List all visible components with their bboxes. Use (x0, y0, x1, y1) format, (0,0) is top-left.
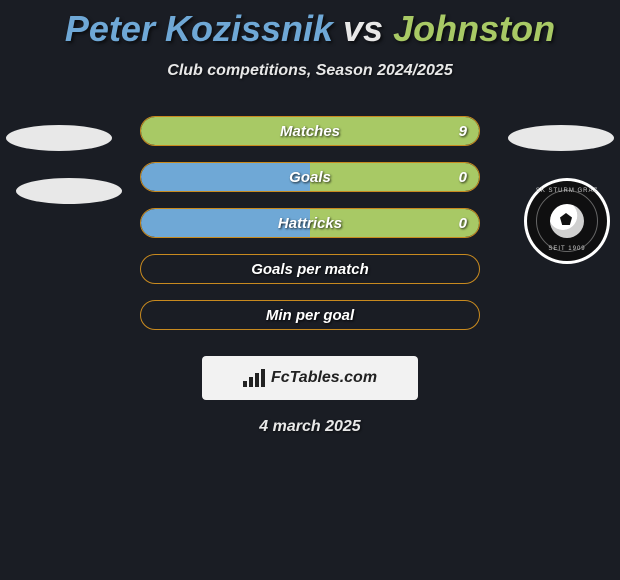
date-text: 4 march 2025 (0, 418, 620, 436)
comparison-title: Peter Kozissnik vs Johnston (0, 0, 620, 50)
stat-row: Min per goal (0, 292, 620, 338)
player1-name: Peter Kozissnik (65, 8, 333, 49)
stat-bar-track: Hattricks0 (140, 208, 480, 238)
brand-text: FcTables.com (271, 369, 377, 387)
player2-name: Johnston (393, 8, 555, 49)
stat-value-right: 0 (459, 163, 467, 191)
stat-row: Matches9 (0, 108, 620, 154)
stat-row: Hattricks0 (0, 200, 620, 246)
stat-label: Min per goal (141, 301, 479, 329)
bar-fill-right (141, 117, 479, 145)
stats-rows: Matches9 Goals0 Hattricks0 Goals per match M… (0, 108, 620, 338)
stat-bar-track: Min per goal (140, 300, 480, 330)
branding-box: FcTables.com (202, 356, 418, 400)
stat-row: Goals0 (0, 154, 620, 200)
subtitle: Club competitions, Season 2024/2025 (0, 62, 620, 80)
bar-chart-icon (243, 369, 265, 387)
stat-value-right: 0 (459, 209, 467, 237)
stat-bar-track: Goals per match (140, 254, 480, 284)
vs-text: vs (343, 8, 383, 49)
bar-fill-left (141, 163, 310, 191)
stat-row: Goals per match (0, 246, 620, 292)
stat-label: Goals per match (141, 255, 479, 283)
bar-fill-right (310, 209, 479, 237)
bar-fill-right (310, 163, 479, 191)
stat-bar-track: Goals0 (140, 162, 480, 192)
stat-value-right: 9 (459, 117, 467, 145)
stat-bar-track: Matches9 (140, 116, 480, 146)
bar-fill-left (141, 209, 310, 237)
